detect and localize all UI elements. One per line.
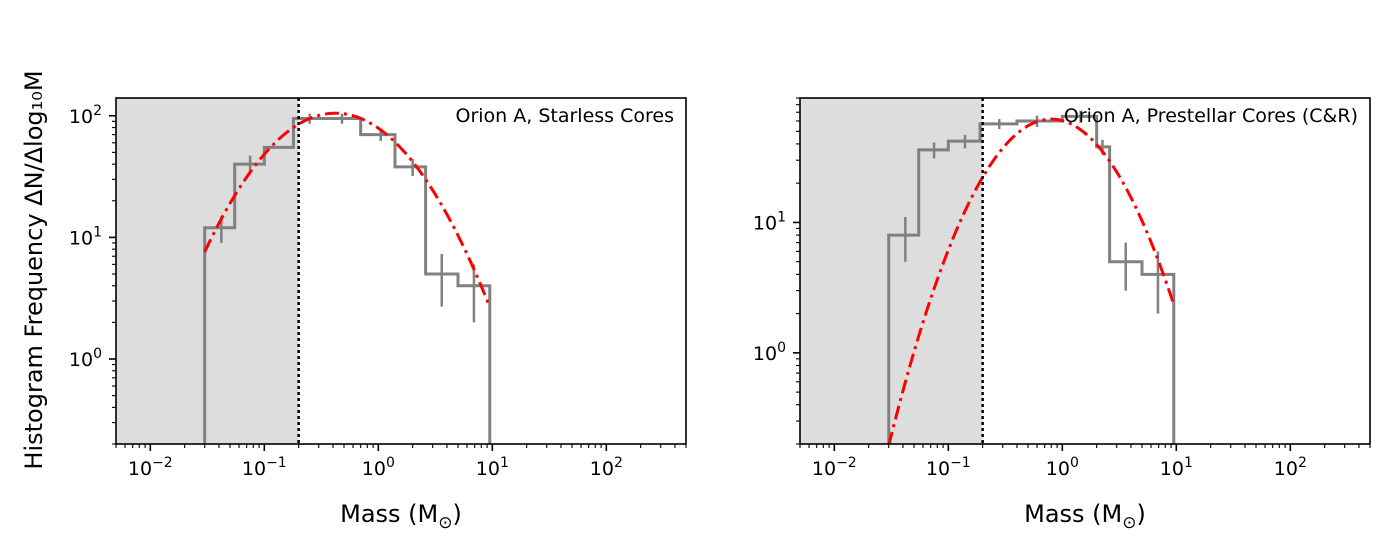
x-axis-title-end: ) — [453, 500, 462, 528]
x-tick-label-4: 101 — [1160, 455, 1193, 480]
y-tick-exponent: 1 — [93, 224, 102, 240]
x-tick-exponent: 2 — [1298, 455, 1307, 471]
y-tick-exponent: 2 — [93, 103, 102, 119]
panel-annotation: Orion A, Starless Cores — [456, 105, 674, 127]
panel-annotation: Orion A, Prestellar Cores (C&R) — [1064, 105, 1358, 127]
y-tick-base: 10 — [753, 343, 777, 365]
x-tick-base: 10 — [362, 458, 386, 480]
y-tick-base: 10 — [69, 227, 93, 249]
x-tick-label-1: 10−2 — [812, 455, 857, 480]
x-tick-base: 10 — [242, 458, 266, 480]
x-tick-label-3: 100 — [362, 455, 395, 480]
y-tick-label-1: 100 — [753, 340, 786, 365]
x-tick-label-3: 100 — [1046, 455, 1079, 480]
x-tick-exponent: 1 — [500, 455, 509, 471]
x-tick-exponent: −1 — [266, 455, 287, 471]
y-tick-label-3: 102 — [69, 103, 102, 128]
y-tick-exponent: 1 — [777, 209, 786, 225]
x-tick-base: 10 — [812, 458, 836, 480]
x-tick-exponent: −2 — [836, 455, 857, 471]
axes-frame — [799, 97, 1371, 445]
x-tick-exponent: −1 — [950, 455, 971, 471]
x-axis-title-main: Mass (M — [1024, 500, 1122, 528]
x-tick-base: 10 — [926, 458, 950, 480]
plot-area — [887, 110, 1176, 444]
x-axis-title-end: ) — [1137, 500, 1146, 528]
y-tick-base: 10 — [753, 212, 777, 234]
incompleteness-shaded-region — [800, 98, 983, 444]
x-tick-label-4: 101 — [476, 455, 509, 480]
y-tick-exponent: 0 — [93, 346, 102, 362]
histogram-steps — [887, 114, 1176, 444]
y-tick-label-2: 101 — [69, 224, 102, 249]
x-tick-label-2: 10−1 — [242, 455, 287, 480]
shared-y-axis-title: Histogram Frequency ΔN/Δlog₁₀M — [20, 70, 48, 469]
x-tick-base: 10 — [590, 458, 614, 480]
incompleteness-shaded-region — [116, 98, 299, 444]
x-axis-title-main: Mass (M — [340, 500, 438, 528]
x-tick-base: 10 — [1274, 458, 1298, 480]
x-tick-exponent: 1 — [1184, 455, 1193, 471]
x-axis-title-sub: ⊙ — [1122, 513, 1136, 533]
x-axis-title: Mass (M⊙) — [1024, 500, 1146, 533]
x-tick-label-2: 10−1 — [926, 455, 971, 480]
x-tick-exponent: 2 — [614, 455, 623, 471]
x-tick-base: 10 — [476, 458, 500, 480]
x-tick-label-1: 10−2 — [128, 455, 173, 480]
x-tick-label-5: 102 — [590, 455, 623, 480]
lognormal-fit-curve — [887, 117, 1176, 444]
y-tick-exponent: 0 — [777, 340, 786, 356]
y-tick-base: 10 — [69, 106, 93, 128]
x-tick-base: 10 — [1046, 458, 1070, 480]
x-tick-label-5: 102 — [1274, 455, 1307, 480]
plot-area — [203, 111, 492, 444]
x-tick-exponent: 0 — [386, 455, 395, 471]
x-tick-base: 10 — [128, 458, 152, 480]
y-tick-label-2: 101 — [753, 209, 786, 234]
x-axis-title-sub: ⊙ — [438, 513, 452, 533]
x-axis-title: Mass (M⊙) — [340, 500, 462, 533]
y-tick-label-1: 100 — [69, 346, 102, 371]
x-tick-exponent: 0 — [1070, 455, 1079, 471]
x-tick-base: 10 — [1160, 458, 1184, 480]
axes-frame — [115, 97, 687, 445]
y-tick-base: 10 — [69, 349, 93, 371]
x-tick-exponent: −2 — [152, 455, 173, 471]
